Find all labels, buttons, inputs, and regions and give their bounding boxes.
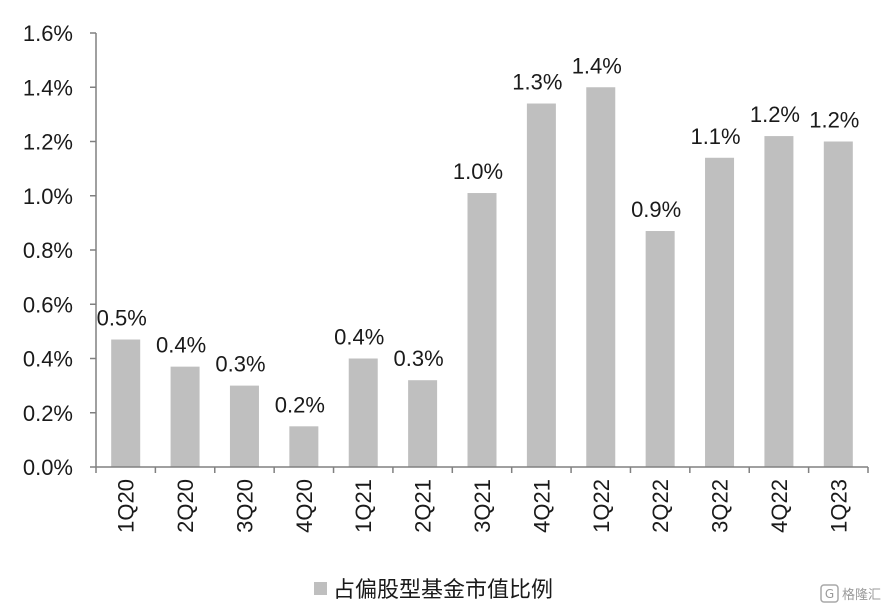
bars	[111, 87, 853, 468]
y-tick-label: 0.0%	[23, 455, 73, 480]
x-tick-label: 2Q20	[173, 479, 198, 533]
legend-swatch	[314, 582, 327, 595]
x-tick-label: 1Q22	[589, 479, 614, 533]
data-label-1Q23: 1.2%	[809, 108, 859, 133]
x-axis-ticks: 1Q20 2Q20 3Q20 4Q20 1Q21 2Q21 3Q21 4Q21 1Q22 2Q22…	[95, 467, 869, 533]
x-tick-label: 3Q21	[470, 479, 495, 533]
bar-1Q22	[586, 87, 616, 467]
data-label-1Q21: 0.4%	[334, 325, 384, 350]
watermark-text: 格隆汇	[842, 587, 881, 603]
y-tick-label: 0.2%	[23, 401, 73, 426]
data-label-2Q20: 0.4%	[156, 333, 206, 358]
data-label-2Q22: 0.9%	[631, 197, 681, 222]
data-label-1Q22: 1.4%	[572, 53, 622, 78]
x-tick-label: 1Q20	[114, 479, 139, 533]
bar-1Q20	[111, 339, 141, 467]
bar-2Q22	[645, 231, 675, 467]
data-label-1Q20: 0.5%	[97, 306, 147, 331]
x-tick-label: 3Q22	[708, 479, 733, 533]
data-label-4Q21: 1.3%	[512, 70, 562, 95]
bar-4Q20	[289, 426, 319, 467]
bar-4Q21	[526, 103, 556, 468]
x-tick-label: 4Q20	[292, 479, 317, 533]
bar-1Q21	[348, 358, 378, 467]
data-label-2Q21: 0.3%	[394, 346, 444, 371]
bar-2Q21	[408, 380, 438, 467]
x-tick-label: 3Q20	[232, 479, 257, 533]
bar-3Q20	[229, 385, 259, 467]
data-labels: 0.5% 0.4% 0.3% 0.2% 0.4% 0.3% 1.0% 1.3% 1.4% 0.9%…	[97, 53, 860, 417]
y-tick-label: 1.4%	[23, 75, 73, 100]
legend-label: 占偏股型基金市值比例	[333, 578, 553, 603]
data-label-3Q22: 1.1%	[690, 124, 740, 149]
watermark: G 格隆汇	[820, 584, 881, 603]
watermark-logo-icon	[820, 584, 839, 603]
x-tick-label: 1Q23	[826, 479, 851, 533]
x-tick-label: 4Q22	[767, 479, 792, 533]
legend: 占偏股型基金市值比例	[314, 578, 553, 603]
x-tick-label: 2Q22	[648, 479, 673, 533]
y-tick-label: 1.6%	[23, 21, 73, 46]
bar-3Q22	[705, 157, 735, 467]
data-label-3Q21: 1.0%	[453, 159, 503, 184]
bar-4Q22	[764, 136, 794, 467]
data-label-4Q22: 1.2%	[750, 102, 800, 127]
bar-1Q23	[823, 141, 853, 467]
bar-2Q20	[170, 366, 200, 467]
y-tick-label: 0.6%	[23, 292, 73, 317]
y-tick-label: 0.4%	[23, 347, 73, 372]
bar-3Q21	[467, 193, 497, 467]
y-tick-label: 1.0%	[23, 184, 73, 209]
data-label-3Q20: 0.3%	[215, 352, 265, 377]
watermark-g-glyph: G	[825, 587, 834, 601]
data-label-4Q20: 0.2%	[275, 392, 325, 417]
x-tick-label: 2Q21	[411, 479, 436, 533]
x-tick-label: 1Q21	[351, 479, 376, 533]
y-tick-label: 0.8%	[23, 238, 73, 263]
y-tick-label: 1.2%	[23, 130, 73, 155]
x-tick-label: 4Q21	[529, 479, 554, 533]
y-axis-ticks: 0.0% 0.2% 0.4% 0.6% 0.8% 1.0% 1.2% 1.4% 1.6%	[23, 21, 96, 480]
